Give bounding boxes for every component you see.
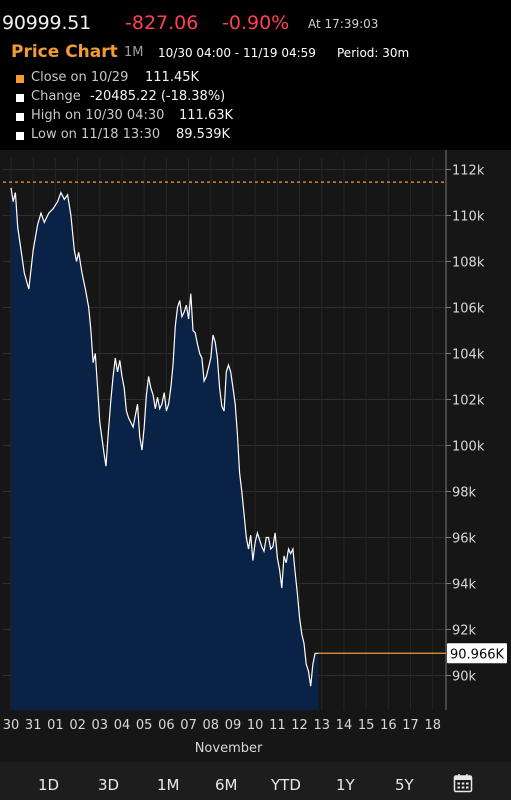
legend-value: 111.63K [179,108,234,123]
chart-date-range: 10/30 04:00 - 11/19 04:59 [158,46,316,60]
legend-high: High on 10/30 04:30 111.63K [14,108,414,127]
price-area-chart[interactable]: 112k 110k 108k 106k 104k 102k 100k 98k 96k 94k 92k… [0,150,511,762]
legend-label: High on 10/30 04:30 [31,108,165,123]
y-tick-label: 110k [452,210,485,225]
x-tick-label: 18 [424,718,441,733]
legend-label: Low on 11/18 13:30 [31,127,161,142]
x-tick-label: 01 [47,718,64,733]
chart-legend: Close on 10/29 111.45K Change -20485.22 … [14,70,414,146]
range-1m-button[interactable]: 1M [157,776,180,794]
legend-value: 111.45K [145,70,200,85]
x-tick-label: 02 [69,718,86,733]
x-tick-label: 30 [3,718,20,733]
x-tick-label: 03 [92,718,109,733]
x-tick-label: 17 [402,718,419,733]
percent-change: -0.90% [222,12,290,34]
y-tick-label: 104k [452,348,485,363]
y-tick-label: 102k [452,394,485,409]
net-change: -827.06 [125,12,199,34]
x-tick-label: 04 [114,718,131,733]
range-1d-button[interactable]: 1D [38,776,60,794]
last-price-badge [447,643,507,664]
chart-range: 1M [124,45,144,60]
x-tick-label: 12 [291,718,308,733]
legend-label: Change [31,89,81,104]
range-3d-button[interactable]: 3D [98,776,120,794]
y-tick-label: 108k [452,256,485,271]
legend-high-swatch [16,113,24,121]
range-1y-button[interactable]: 1Y [336,776,355,794]
y-tick-label: 100k [452,440,485,455]
legend-close-swatch [16,75,24,83]
quote-time: At 17:39:03 [308,17,379,31]
y-tick-label: 90k [452,670,477,685]
quote-header: 90999.51 -827.06 -0.90% At 17:39:03 [0,12,511,36]
x-tick-label: 16 [380,718,397,733]
last-price: 90999.51 [2,12,92,34]
y-tick-label: 94k [452,578,477,593]
legend-low-swatch [16,132,24,140]
range-6m-button[interactable]: 6M [215,776,238,794]
calendar-icon[interactable] [453,773,473,793]
y-tick-label: 96k [452,532,477,547]
legend-low: Low on 11/18 13:30 89.539K [14,127,414,146]
x-tick-label: 13 [313,718,330,733]
legend-change-swatch [16,94,24,102]
price-line [10,187,319,687]
x-tick-label: 31 [25,718,42,733]
legend-value: 89.539K [176,127,231,142]
y-tick-label: 106k [452,302,485,317]
x-tick-label: 05 [136,718,153,733]
last-price-label: 90.966K [450,647,504,662]
legend-label: Close on 10/29 [31,70,129,85]
x-tick-label: 06 [158,718,175,733]
x-tick-label: 08 [202,718,219,733]
x-tick-label: 11 [269,718,286,733]
x-tick-label: 14 [336,718,353,733]
x-axis-month-label: November [195,741,263,756]
range-ytd-button[interactable]: YTD [271,776,301,794]
chart-period: Period: 30m [337,46,410,60]
range-selector-bar: 1D 3D 1M 6M YTD 1Y 5Y [0,762,511,800]
chart-area[interactable]: 112k 110k 108k 106k 104k 102k 100k 98k 96k 94k 92k… [0,150,511,762]
y-tick-label: 112k [452,164,485,179]
y-tick-label: 98k [452,486,477,501]
chart-header: Price Chart 1M 10/30 04:00 - 11/19 04:59… [0,42,511,64]
legend-value: -20485.22 (-18.38%) [90,89,226,104]
legend-close: Close on 10/29 111.45K [14,70,414,89]
y-tick-label: 92k [452,624,477,639]
x-tick-label: 10 [247,718,264,733]
x-tick-label: 07 [180,718,197,733]
legend-change: Change -20485.22 (-18.38%) [14,89,414,108]
chart-title: Price Chart [11,42,118,62]
price-area-fill [11,187,319,710]
range-5y-button[interactable]: 5Y [395,776,414,794]
x-tick-label: 15 [358,718,375,733]
x-tick-label: 09 [225,718,242,733]
